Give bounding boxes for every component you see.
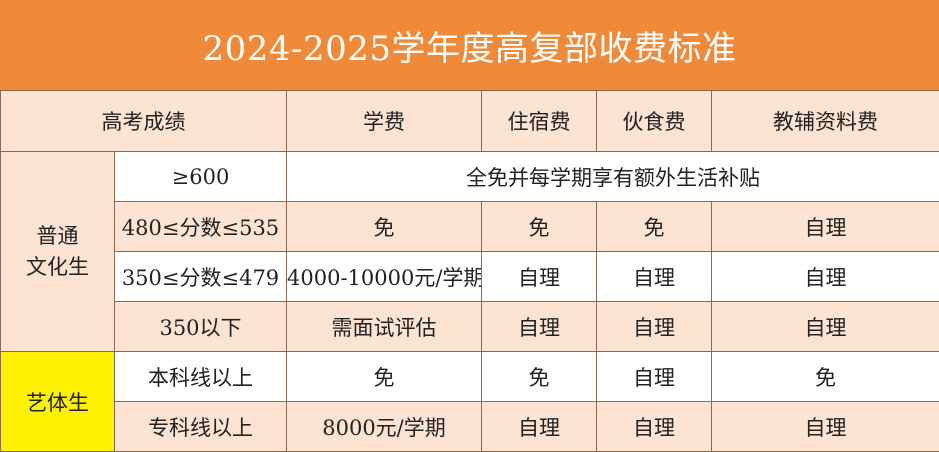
- lodging-cell: 自理: [482, 252, 597, 302]
- header-score: 高考成绩: [1, 91, 287, 152]
- page-title: 2024-2025学年度高复部收费标准: [0, 0, 939, 90]
- lodging-cell: 自理: [482, 302, 597, 352]
- materials-cell: 自理: [712, 252, 939, 302]
- meals-cell: 自理: [597, 402, 712, 452]
- category-art: 艺体生: [1, 352, 115, 452]
- tuition-cell: 8000元/学期: [287, 402, 482, 452]
- meals-cell: 自理: [597, 302, 712, 352]
- table-row: 专科线以上 8000元/学期 自理 自理 自理: [1, 402, 939, 452]
- table-row: 普通 文化生 ≥600 全免并每学期享有额外生活补贴: [1, 152, 939, 202]
- category-regular-line2: 文化生: [26, 255, 89, 279]
- materials-cell: 免: [712, 352, 939, 402]
- materials-cell: 自理: [712, 402, 939, 452]
- header-lodging: 住宿费: [482, 91, 597, 152]
- score-cell: 480≤分数≤535: [115, 202, 287, 252]
- header-meals: 伙食费: [597, 91, 712, 152]
- title-text: 2024-2025学年度高复部收费标准: [202, 21, 736, 70]
- tuition-cell: 免: [287, 202, 482, 252]
- score-cell: 本科线以上: [115, 352, 287, 402]
- header-row: 高考成绩 学费 住宿费 伙食费 教辅资料费: [1, 91, 939, 152]
- category-regular-line1: 普通: [37, 224, 79, 248]
- lodging-cell: 免: [482, 202, 597, 252]
- fee-table: 高考成绩 学费 住宿费 伙食费 教辅资料费 普通 文化生 ≥600 全免并每学期…: [0, 90, 939, 452]
- lodging-cell: 自理: [482, 402, 597, 452]
- header-tuition: 学费: [287, 91, 482, 152]
- meals-cell: 自理: [597, 352, 712, 402]
- tuition-cell: 需面试评估: [287, 302, 482, 352]
- lodging-cell: 免: [482, 352, 597, 402]
- meals-cell: 免: [597, 202, 712, 252]
- header-materials: 教辅资料费: [712, 91, 939, 152]
- table-row: 艺体生 本科线以上 免 免 自理 免: [1, 352, 939, 402]
- tuition-cell: 4000-10000元/学期: [287, 252, 482, 302]
- materials-cell: 自理: [712, 302, 939, 352]
- score-cell: 350以下: [115, 302, 287, 352]
- category-regular: 普通 文化生: [1, 152, 115, 352]
- score-cell: ≥600: [115, 152, 287, 202]
- meals-cell: 自理: [597, 252, 712, 302]
- score-cell: 专科线以上: [115, 402, 287, 452]
- tuition-cell: 免: [287, 352, 482, 402]
- merged-benefit-cell: 全免并每学期享有额外生活补贴: [287, 152, 939, 202]
- table-row: 350以下 需面试评估 自理 自理 自理: [1, 302, 939, 352]
- materials-cell: 自理: [712, 202, 939, 252]
- table-row: 350≤分数≤479 4000-10000元/学期 自理 自理 自理: [1, 252, 939, 302]
- score-cell: 350≤分数≤479: [115, 252, 287, 302]
- table-row: 480≤分数≤535 免 免 免 自理: [1, 202, 939, 252]
